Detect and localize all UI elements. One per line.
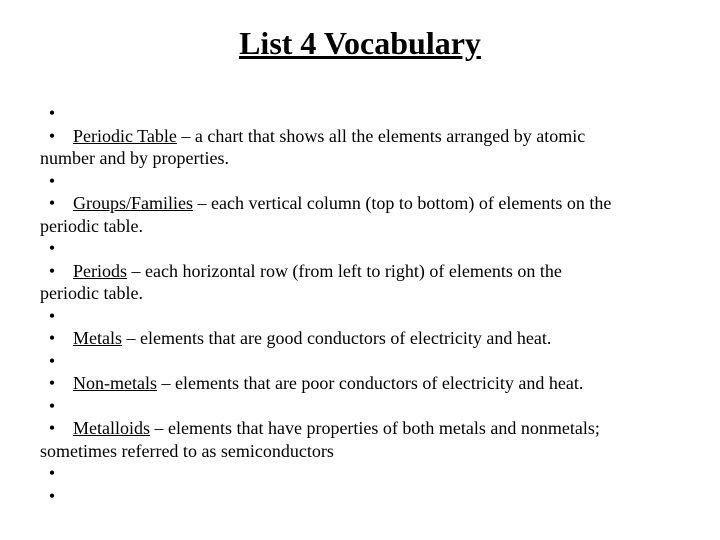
vocab-term: Metalloids [73,418,150,438]
vocab-definition-cont: periodic table. [40,282,680,305]
empty-bullet: • [40,237,680,260]
page-title: List 4 Vocabulary [40,25,680,62]
document-page: List 4 Vocabulary •• Periodic Table – a … [0,0,720,527]
vocab-definition-cont: periodic table. [40,215,680,238]
vocab-item: • Metals – elements that are good conduc… [40,327,680,350]
empty-bullet: • [40,395,680,418]
vocab-term: Non-metals [73,373,157,393]
empty-bullet: • [40,462,680,485]
vocab-definition: – each vertical column (top to bottom) o… [193,193,611,213]
empty-bullet: • [40,170,680,193]
vocab-definition: – elements that are good conductors of e… [122,328,551,348]
vocab-item: • Metalloids – elements that have proper… [40,417,680,440]
vocab-definition: – elements that have properties of both … [150,418,600,438]
vocab-item: • Non-metals – elements that are poor co… [40,372,680,395]
vocab-definition: – elements that are poor conductors of e… [157,373,583,393]
empty-bullet: • [40,102,680,125]
vocab-term: Periods [73,261,127,281]
empty-bullet: • [40,485,680,508]
vocab-term: Periodic Table [73,126,177,146]
vocab-item: • Groups/Families – each vertical column… [40,192,680,215]
vocab-definition-cont: sometimes referred to as semiconductors [40,440,680,463]
vocab-term: Groups/Families [73,193,193,213]
vocab-definition: – each horizontal row (from left to righ… [127,261,562,281]
empty-bullet: • [40,305,680,328]
vocab-item: • Periods – each horizontal row (from le… [40,260,680,283]
vocab-term: Metals [73,328,122,348]
vocabulary-list: •• Periodic Table – a chart that shows a… [40,102,680,507]
vocab-definition-cont: number and by properties. [40,147,680,170]
empty-bullet: • [40,350,680,373]
vocab-item: • Periodic Table – a chart that shows al… [40,125,680,148]
vocab-definition: – a chart that shows all the elements ar… [177,126,585,146]
